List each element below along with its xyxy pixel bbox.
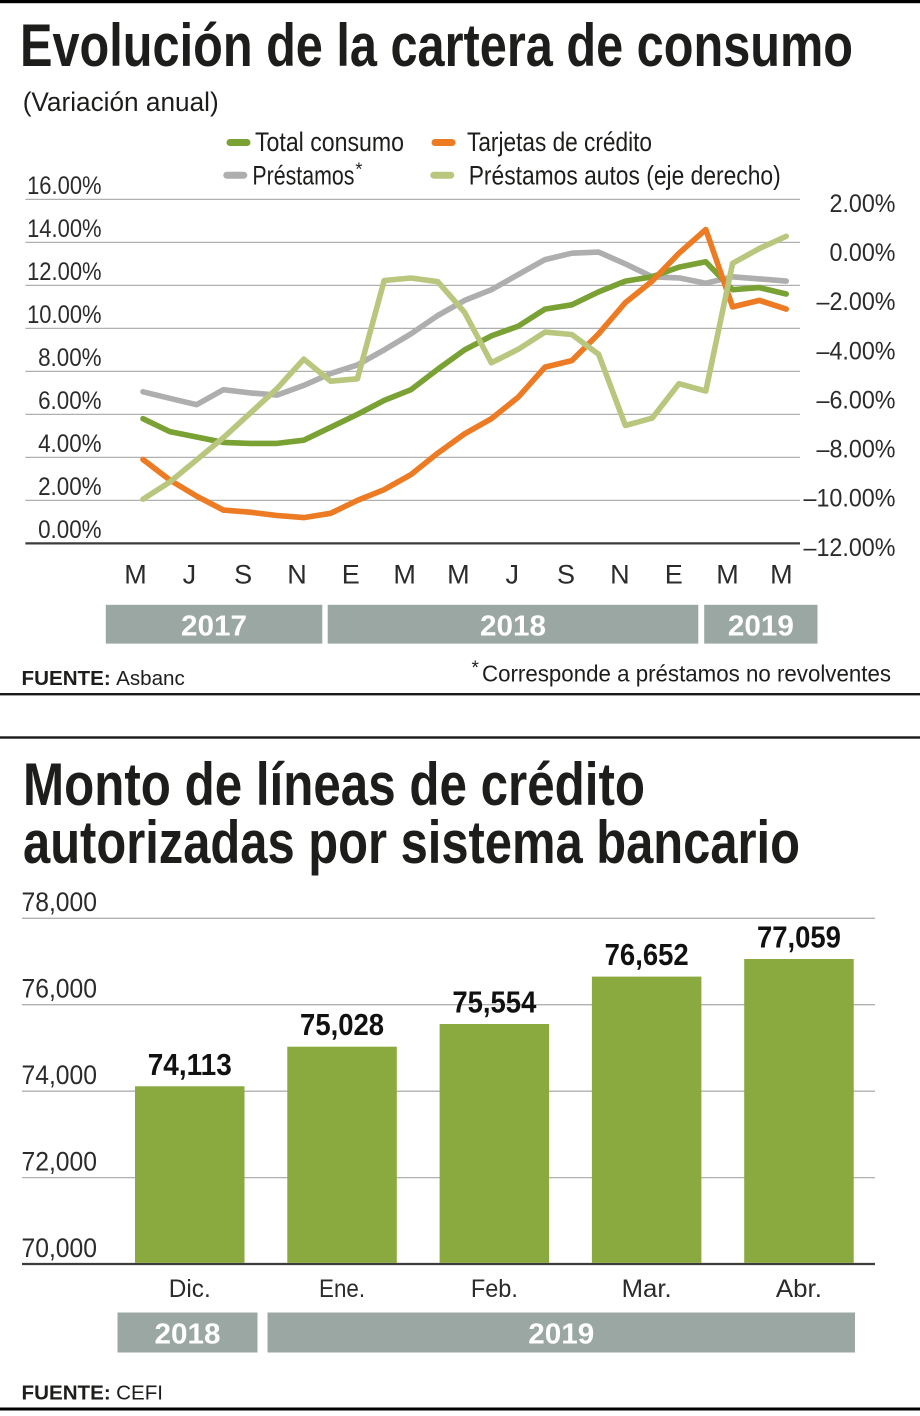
svg-text:Tarjetas de crédito: Tarjetas de crédito <box>467 127 652 157</box>
svg-text:Mar.: Mar. <box>622 1275 672 1303</box>
svg-text:2018: 2018 <box>155 1318 221 1350</box>
svg-text:Abr.: Abr. <box>776 1275 822 1303</box>
svg-text:Asbanc: Asbanc <box>116 667 185 690</box>
svg-text:2.00%: 2.00% <box>38 474 102 501</box>
svg-text:75,028: 75,028 <box>300 1008 384 1042</box>
svg-text:0.00%: 0.00% <box>38 517 102 544</box>
svg-text:Corresponde a préstamos no rev: Corresponde a préstamos no revolventes <box>482 661 891 687</box>
svg-text:72,000: 72,000 <box>22 1146 98 1176</box>
svg-text:0.00%: 0.00% <box>830 240 896 267</box>
svg-text:–10.00%: –10.00% <box>804 486 896 513</box>
svg-text:10.00%: 10.00% <box>27 302 102 329</box>
svg-text:2019: 2019 <box>528 1318 594 1350</box>
svg-text:N: N <box>287 560 307 590</box>
svg-text:N: N <box>610 560 630 590</box>
svg-text:4.00%: 4.00% <box>38 431 102 458</box>
svg-text:Dic.: Dic. <box>169 1275 211 1303</box>
svg-text:16.00%: 16.00% <box>27 173 102 200</box>
svg-text:Total consumo: Total consumo <box>255 127 404 157</box>
svg-text:76,000: 76,000 <box>22 974 98 1004</box>
svg-text:Préstamos autos (eje derecho): Préstamos autos (eje derecho) <box>469 161 781 191</box>
svg-text:70,000: 70,000 <box>22 1233 98 1263</box>
svg-text:S: S <box>557 560 575 590</box>
svg-text:12.00%: 12.00% <box>27 259 102 286</box>
svg-text:2018: 2018 <box>480 610 546 642</box>
svg-text:6.00%: 6.00% <box>38 388 102 415</box>
svg-text:M: M <box>716 560 739 590</box>
svg-text:–4.00%: –4.00% <box>817 338 896 365</box>
svg-text:2.00%: 2.00% <box>830 191 896 218</box>
svg-text:J: J <box>183 560 197 590</box>
svg-text:74,000: 74,000 <box>22 1060 98 1090</box>
svg-text:*: * <box>472 658 480 679</box>
svg-text:75,554: 75,554 <box>452 985 536 1019</box>
svg-text:FUENTE:: FUENTE: <box>22 1381 111 1404</box>
svg-text:77,059: 77,059 <box>757 920 841 954</box>
svg-text:FUENTE:: FUENTE: <box>22 667 111 690</box>
svg-text:Monto de líneas de crédito: Monto de líneas de crédito <box>23 751 645 818</box>
svg-text:2017: 2017 <box>181 610 247 642</box>
svg-text:14.00%: 14.00% <box>27 216 102 243</box>
svg-text:Feb.: Feb. <box>471 1275 518 1303</box>
svg-text:Ene.: Ene. <box>319 1275 365 1303</box>
svg-text:E: E <box>342 560 360 590</box>
svg-text:autorizadas por sistema bancar: autorizadas por sistema bancario <box>23 809 800 876</box>
svg-text:S: S <box>234 560 252 590</box>
svg-text:76,652: 76,652 <box>605 938 689 972</box>
svg-text:M: M <box>393 560 416 590</box>
svg-text:78,000: 78,000 <box>22 887 98 917</box>
svg-text:–6.00%: –6.00% <box>817 387 896 414</box>
svg-text:Evolución de la cartera de con: Evolución de la cartera de consumo <box>20 12 853 79</box>
svg-text:2019: 2019 <box>728 610 794 642</box>
svg-text:Préstamos*: Préstamos* <box>252 160 362 191</box>
svg-text:M: M <box>124 560 147 590</box>
svg-text:–8.00%: –8.00% <box>817 437 896 464</box>
svg-text:8.00%: 8.00% <box>38 345 102 372</box>
svg-text:CEFI: CEFI <box>116 1381 163 1404</box>
svg-text:J: J <box>505 560 519 590</box>
svg-text:(Variación anual): (Variación anual) <box>23 87 219 117</box>
svg-text:–12.00%: –12.00% <box>804 535 896 562</box>
svg-text:E: E <box>665 560 683 590</box>
svg-text:–2.00%: –2.00% <box>817 289 896 316</box>
svg-text:M: M <box>447 560 470 590</box>
svg-text:74,113: 74,113 <box>148 1048 232 1082</box>
svg-text:M: M <box>770 560 793 590</box>
